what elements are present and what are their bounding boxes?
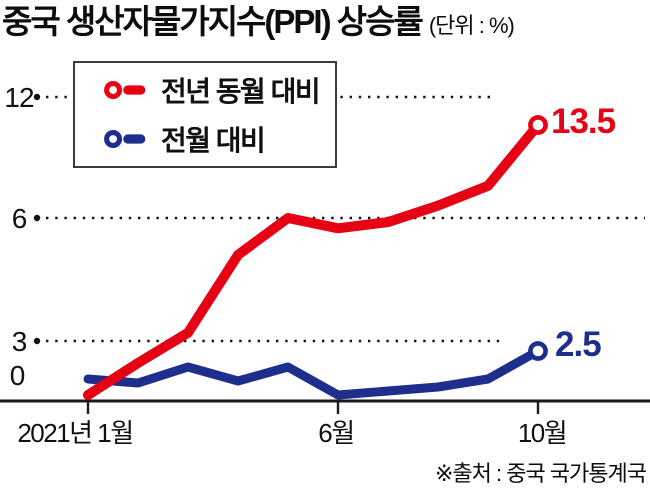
legend-label-mom: 전월 대비 (161, 125, 266, 156)
y-axis-tick-0: 0 (9, 360, 26, 391)
legend-box: 전년 동월 대비 전월 대비 (73, 61, 337, 168)
gridline-leader-dot (33, 93, 41, 101)
x-axis-label-oct: 10월 (517, 418, 568, 448)
y-axis-tick-12: 12 (4, 82, 34, 113)
y-axis-tick-3: 3 (11, 326, 28, 357)
legend-label-yoy: 전년 동월 대비 (161, 76, 321, 107)
endpoint-marker-yoy (528, 115, 548, 135)
endpoint-marker-mom (528, 341, 548, 361)
gridline-leader-dot (33, 337, 41, 345)
y-axis-tick-6: 6 (11, 203, 28, 234)
mom-line-marker-icon (104, 130, 146, 148)
legend-item-mom: 전월 대비 (102, 119, 335, 159)
unit-label: (단위 : %) (428, 13, 515, 38)
series-line-yoy (83, 120, 543, 400)
chart-title: 중국 생산자물가지수(PPI) 상승률 (2, 3, 424, 40)
x-axis-label-jun: 6월 (318, 418, 355, 448)
yoy-line-marker-icon (104, 81, 146, 99)
gridline-leader-dot (33, 214, 41, 222)
legend-item-yoy: 전년 동월 대비 (102, 70, 335, 110)
x-axis-label-2021-jan: 2021년 1월 (17, 418, 134, 448)
yoy-end-value-label: 13.5 (551, 102, 616, 141)
mom-end-value-label: 2.5 (555, 325, 602, 364)
title-row: 중국 생산자물가지수(PPI) 상승률 (단위 : %) (2, 0, 515, 44)
series-line-mom (83, 346, 543, 400)
source-caption: ※출처 : 중국 국가통계국 (434, 461, 647, 486)
